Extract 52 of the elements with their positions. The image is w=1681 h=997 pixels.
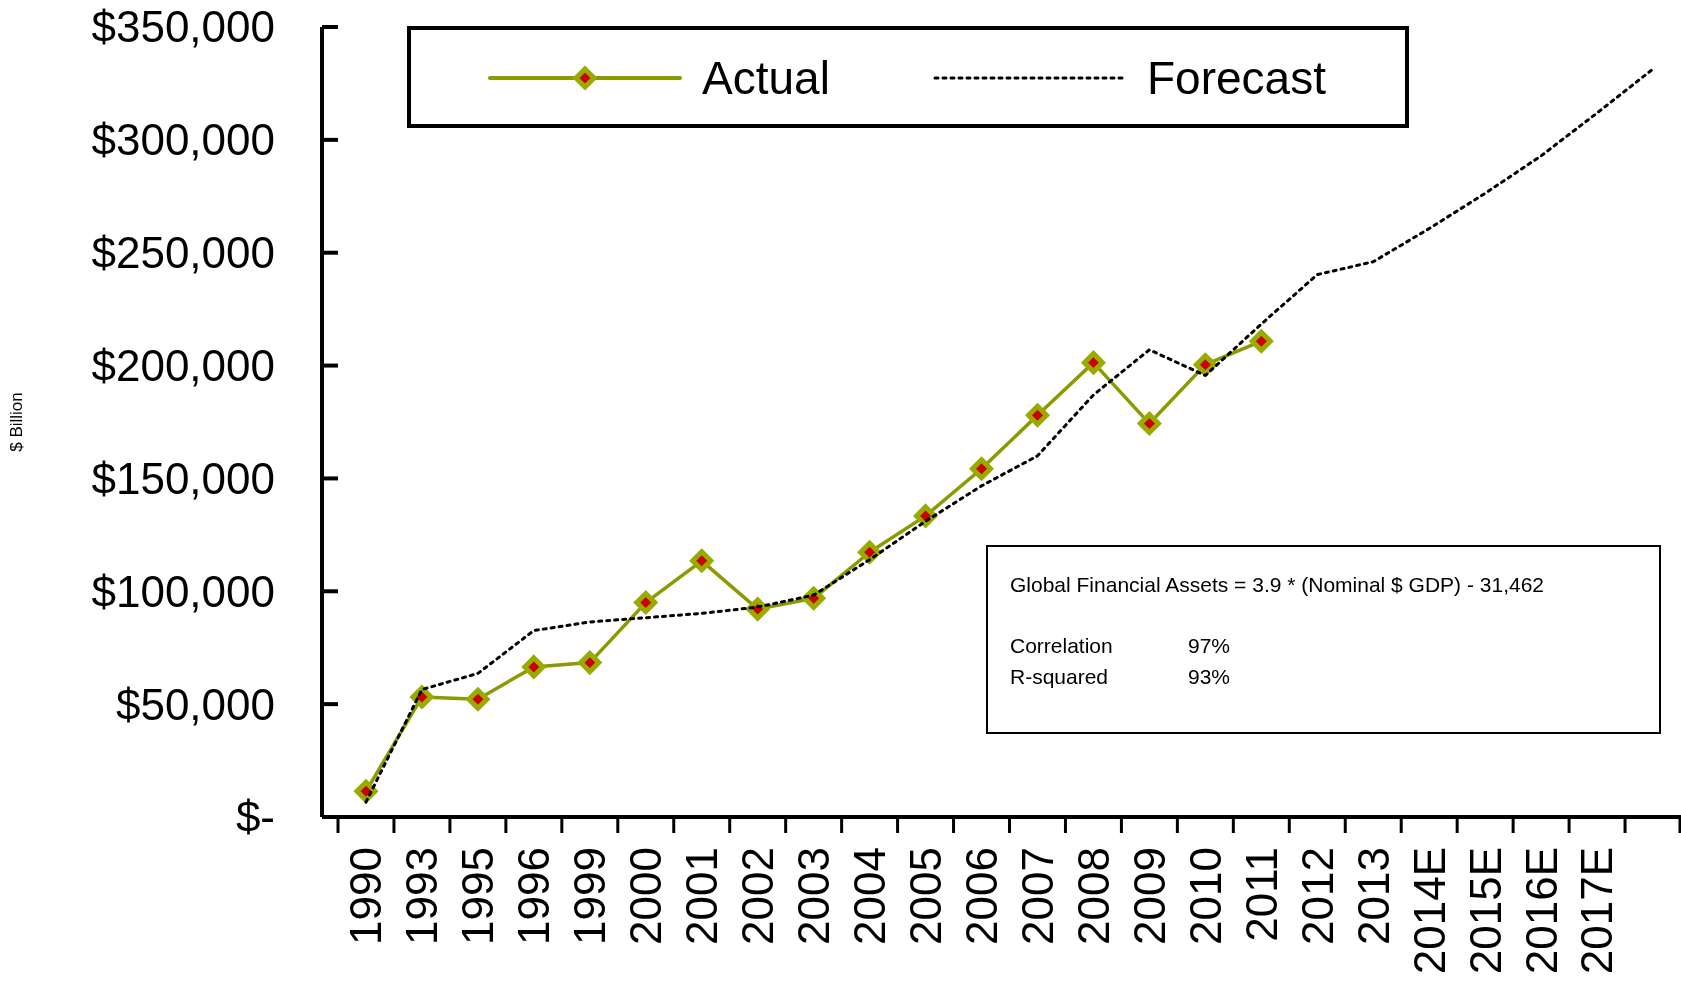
x-tick-label: 2010 — [1180, 847, 1230, 945]
x-tick-label: 1990 — [341, 847, 391, 945]
x-tick-label: 2001 — [677, 847, 727, 945]
x-tick-label: 1995 — [453, 847, 503, 945]
x-tick-label: 2000 — [621, 847, 671, 945]
x-tick-label: 2004 — [845, 847, 894, 945]
point — [1193, 353, 1217, 377]
point — [858, 540, 882, 564]
annotation: Correlation — [1010, 634, 1113, 657]
x-tick-label: 2009 — [1124, 847, 1174, 945]
point — [578, 651, 602, 675]
point — [1081, 351, 1105, 375]
x-tick-label: 2014E — [1404, 847, 1454, 975]
y-tick-label: $150,000 — [91, 453, 275, 503]
y-tick-label: $200,000 — [91, 340, 275, 390]
point — [1137, 412, 1161, 436]
x-tick-label: 2008 — [1068, 847, 1118, 945]
point — [690, 549, 714, 573]
x-tick-label: 2005 — [900, 847, 950, 945]
x-tick-label: 2013 — [1348, 847, 1398, 945]
x-tick-label: 2007 — [1012, 847, 1062, 945]
x-tick-label: 2015E — [1460, 847, 1510, 975]
point — [1249, 329, 1273, 353]
x-tick-label: 2003 — [789, 847, 839, 945]
x-tick-label: 2011 — [1236, 847, 1286, 942]
x-tick-label: 1993 — [397, 847, 447, 945]
annotation: Global Financial Assets = 3.9 * (Nominal $ GDP) - 31,462 — [1010, 573, 1545, 596]
point — [522, 655, 546, 679]
x-tick-label: 1996 — [509, 847, 559, 945]
legend-label: Forecast — [1147, 52, 1327, 105]
point — [634, 591, 658, 615]
y-axis-title: $ Billion — [7, 392, 26, 452]
x-tick-label: 1999 — [565, 847, 615, 945]
y-tick-label: $350,000 — [91, 2, 275, 52]
x-tick-label: 2002 — [733, 847, 783, 945]
x-tick-label: 2016E — [1516, 847, 1566, 975]
point — [1025, 403, 1049, 427]
annotation: R-squared — [1010, 665, 1109, 688]
y-tick-label: $- — [235, 792, 275, 842]
point — [466, 687, 490, 711]
y-tick-label: $250,000 — [91, 228, 275, 278]
x-tick-label: 2006 — [956, 847, 1006, 945]
legend-label: Actual — [702, 52, 830, 105]
point — [970, 457, 994, 481]
point — [354, 779, 378, 803]
y-tick-label: $300,000 — [91, 115, 275, 165]
x-tick-label: 2017E — [1572, 847, 1622, 975]
y-tick-label: $100,000 — [91, 566, 275, 616]
annotation: 97% — [1188, 634, 1231, 657]
y-tick-label: $50,000 — [115, 679, 275, 729]
x-tick-label: 2012 — [1292, 847, 1342, 945]
annotation: 93% — [1188, 665, 1231, 688]
